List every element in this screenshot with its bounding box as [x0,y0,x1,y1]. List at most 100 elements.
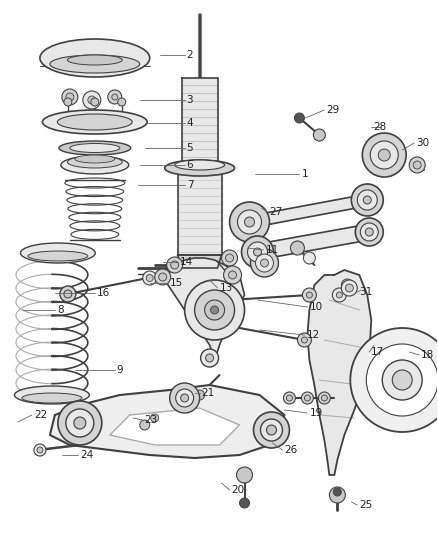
Text: 29: 29 [326,105,339,115]
Ellipse shape [70,143,120,152]
Circle shape [247,242,268,262]
Text: 21: 21 [201,388,215,398]
Text: 19: 19 [309,408,323,418]
Text: 30: 30 [416,138,429,148]
Polygon shape [110,408,240,445]
Text: 9: 9 [117,365,124,375]
Circle shape [301,337,307,343]
Text: 3: 3 [187,95,193,105]
Circle shape [341,280,357,296]
Circle shape [88,96,96,104]
Circle shape [230,202,269,242]
Circle shape [251,249,279,277]
Text: 20: 20 [232,485,245,495]
Text: 2: 2 [187,50,193,60]
Circle shape [318,392,330,404]
Circle shape [171,261,179,269]
Circle shape [378,149,390,161]
Polygon shape [250,194,367,228]
Circle shape [301,392,314,404]
Circle shape [222,250,237,266]
Circle shape [392,370,412,390]
Circle shape [254,412,290,448]
Circle shape [357,190,377,210]
Text: 22: 22 [34,410,47,420]
Circle shape [413,161,421,169]
Circle shape [283,392,295,404]
Text: 25: 25 [359,500,373,510]
Circle shape [66,93,74,101]
Circle shape [64,290,72,298]
Circle shape [297,333,311,347]
Circle shape [290,241,304,255]
Circle shape [176,389,194,407]
Circle shape [74,417,86,429]
Ellipse shape [67,156,122,168]
Circle shape [229,271,237,279]
Text: 26: 26 [284,445,298,455]
Ellipse shape [67,55,122,65]
Circle shape [205,300,225,320]
Ellipse shape [165,160,234,176]
Polygon shape [307,270,371,475]
Circle shape [66,409,94,437]
Circle shape [363,196,371,204]
Circle shape [83,91,101,109]
Circle shape [345,284,353,292]
Ellipse shape [175,160,225,170]
Circle shape [58,401,102,445]
Circle shape [261,259,268,267]
Circle shape [112,94,118,100]
Text: 8: 8 [57,305,64,315]
Text: 4: 4 [187,118,193,128]
Ellipse shape [14,386,89,404]
Circle shape [60,286,76,302]
Text: 27: 27 [269,207,283,217]
Text: 23: 23 [145,415,158,425]
Circle shape [151,414,159,422]
Ellipse shape [22,393,82,403]
Circle shape [365,228,373,236]
Text: 7: 7 [187,180,193,190]
Ellipse shape [28,251,88,261]
Circle shape [159,273,167,281]
Circle shape [321,395,327,401]
Circle shape [64,98,72,106]
Polygon shape [50,385,284,458]
Polygon shape [178,255,222,268]
Circle shape [237,467,253,483]
Circle shape [350,328,438,432]
Circle shape [329,487,345,503]
Circle shape [409,157,425,173]
Circle shape [241,236,273,268]
Circle shape [304,395,311,401]
Circle shape [237,210,261,234]
Circle shape [194,290,234,330]
Ellipse shape [42,110,147,134]
Circle shape [333,488,341,496]
Ellipse shape [21,243,95,263]
Text: 1: 1 [301,169,308,179]
Text: 10: 10 [309,302,322,312]
Circle shape [366,344,438,416]
Circle shape [91,98,99,106]
Circle shape [286,395,293,401]
Circle shape [170,383,200,413]
Text: 13: 13 [219,283,233,293]
Circle shape [155,269,171,285]
Text: 18: 18 [421,350,434,360]
Circle shape [37,447,43,453]
Polygon shape [178,173,222,255]
Circle shape [332,288,346,302]
Ellipse shape [75,155,115,163]
Ellipse shape [57,114,132,130]
Circle shape [307,292,312,298]
Circle shape [201,349,219,367]
Circle shape [370,141,398,169]
Text: 6: 6 [187,160,193,170]
Text: 12: 12 [307,330,320,340]
Text: 5: 5 [187,143,193,153]
Circle shape [194,390,205,400]
Circle shape [302,288,316,302]
Circle shape [362,133,406,177]
